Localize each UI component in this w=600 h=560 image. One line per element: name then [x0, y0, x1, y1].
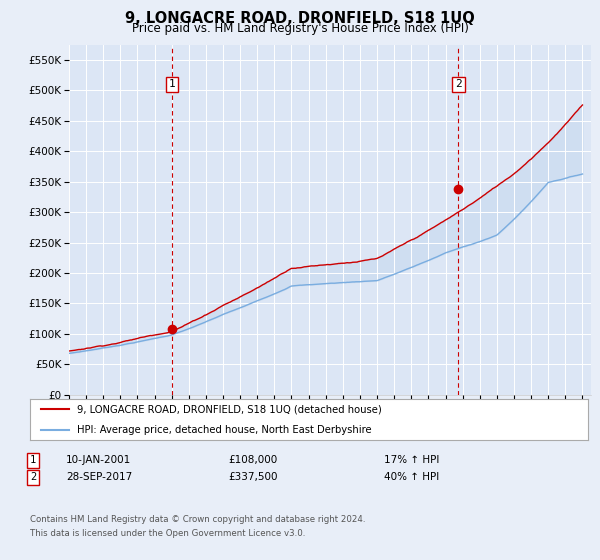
Text: HPI: Average price, detached house, North East Derbyshire: HPI: Average price, detached house, Nort… — [77, 424, 372, 435]
Text: 9, LONGACRE ROAD, DRONFIELD, S18 1UQ: 9, LONGACRE ROAD, DRONFIELD, S18 1UQ — [125, 11, 475, 26]
Text: 40% ↑ HPI: 40% ↑ HPI — [384, 472, 439, 482]
Text: 2: 2 — [455, 80, 462, 90]
Text: 1: 1 — [169, 80, 176, 90]
Text: £337,500: £337,500 — [228, 472, 277, 482]
Text: 17% ↑ HPI: 17% ↑ HPI — [384, 455, 439, 465]
Text: This data is licensed under the Open Government Licence v3.0.: This data is licensed under the Open Gov… — [30, 529, 305, 538]
Text: 28-SEP-2017: 28-SEP-2017 — [66, 472, 132, 482]
Text: 2: 2 — [30, 472, 36, 482]
Text: £108,000: £108,000 — [228, 455, 277, 465]
Text: 9, LONGACRE ROAD, DRONFIELD, S18 1UQ (detached house): 9, LONGACRE ROAD, DRONFIELD, S18 1UQ (de… — [77, 404, 382, 414]
Text: 10-JAN-2001: 10-JAN-2001 — [66, 455, 131, 465]
Text: Price paid vs. HM Land Registry's House Price Index (HPI): Price paid vs. HM Land Registry's House … — [131, 22, 469, 35]
Text: 1: 1 — [30, 455, 36, 465]
Text: Contains HM Land Registry data © Crown copyright and database right 2024.: Contains HM Land Registry data © Crown c… — [30, 515, 365, 524]
